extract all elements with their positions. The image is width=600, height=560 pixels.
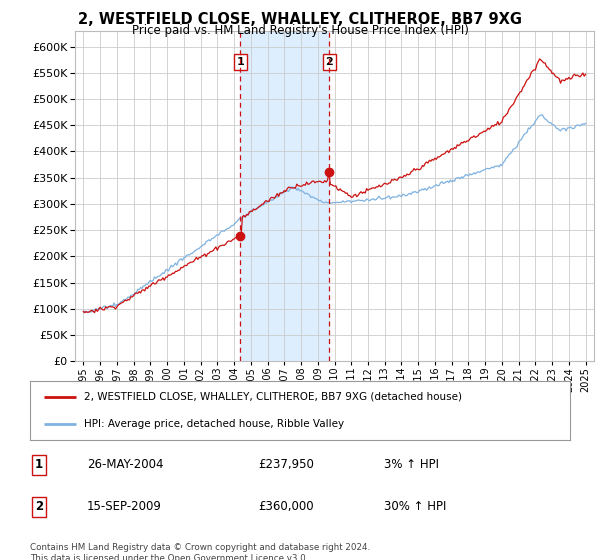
Text: 1: 1 (236, 57, 244, 67)
Text: £237,950: £237,950 (258, 458, 314, 472)
Text: 2, WESTFIELD CLOSE, WHALLEY, CLITHEROE, BB7 9XG: 2, WESTFIELD CLOSE, WHALLEY, CLITHEROE, … (78, 12, 522, 27)
Text: HPI: Average price, detached house, Ribble Valley: HPI: Average price, detached house, Ribb… (84, 419, 344, 429)
Text: 1: 1 (35, 458, 43, 472)
Text: 2, WESTFIELD CLOSE, WHALLEY, CLITHEROE, BB7 9XG (detached house): 2, WESTFIELD CLOSE, WHALLEY, CLITHEROE, … (84, 391, 462, 402)
Text: 15-SEP-2009: 15-SEP-2009 (87, 500, 162, 514)
Text: 26-MAY-2004: 26-MAY-2004 (87, 458, 163, 472)
Text: 2: 2 (326, 57, 334, 67)
Text: Contains HM Land Registry data © Crown copyright and database right 2024.
This d: Contains HM Land Registry data © Crown c… (30, 543, 370, 560)
Bar (241, 31, 329, 361)
Text: 3% ↑ HPI: 3% ↑ HPI (384, 458, 439, 472)
Text: 2: 2 (35, 500, 43, 514)
Text: 30% ↑ HPI: 30% ↑ HPI (384, 500, 446, 514)
Text: Price paid vs. HM Land Registry's House Price Index (HPI): Price paid vs. HM Land Registry's House … (131, 24, 469, 36)
Text: £360,000: £360,000 (258, 500, 314, 514)
